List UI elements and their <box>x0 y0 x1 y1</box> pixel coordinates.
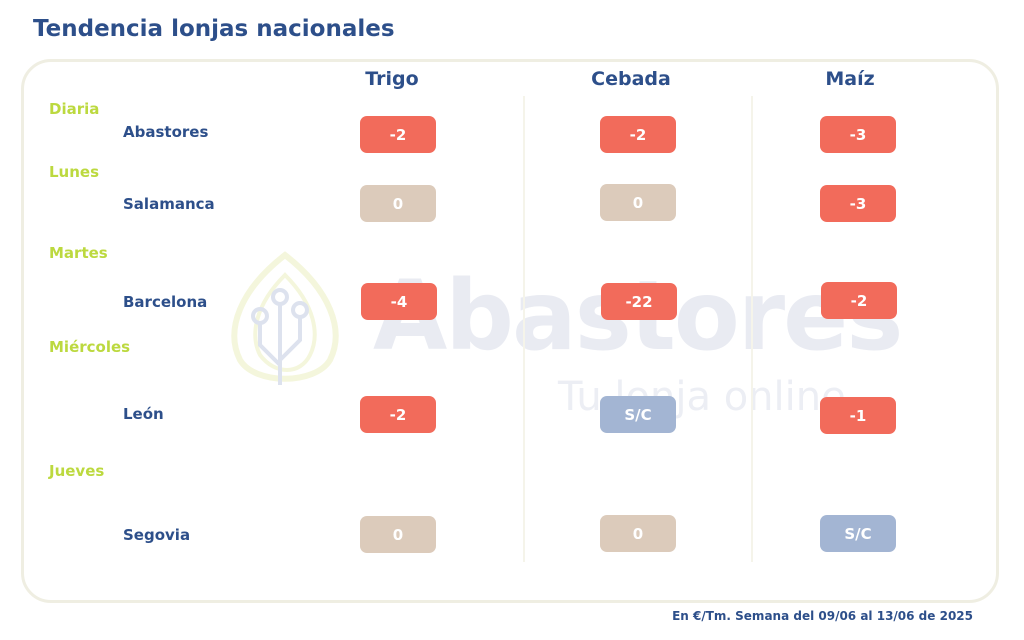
trend-badge: S/C <box>600 396 676 433</box>
trend-badge: 0 <box>600 184 676 221</box>
trend-badge: -2 <box>600 116 676 153</box>
market-label: León <box>123 405 164 423</box>
column-header-cebada: Cebada <box>591 68 671 90</box>
trend-badge: -22 <box>601 283 677 320</box>
market-label: Barcelona <box>123 293 208 311</box>
column-divider <box>523 96 525 562</box>
day-label: Jueves <box>49 462 105 480</box>
market-label: Abastores <box>123 123 209 141</box>
trend-badge: -3 <box>820 185 896 222</box>
page-title: Tendencia lonjas nacionales <box>33 16 395 42</box>
trend-table-card <box>21 59 999 603</box>
footer-note: En €/Tm. Semana del 09/06 al 13/06 de 20… <box>672 609 973 623</box>
market-label: Salamanca <box>123 195 215 213</box>
trend-badge: 0 <box>360 516 436 553</box>
day-label: Miércoles <box>49 338 131 356</box>
day-label: Lunes <box>49 163 100 181</box>
trend-badge: -2 <box>360 396 436 433</box>
column-header-maiz: Maíz <box>825 68 875 90</box>
day-label: Martes <box>49 244 108 262</box>
trend-badge: -3 <box>820 116 896 153</box>
trend-badge: 0 <box>360 185 436 222</box>
trend-badge: -2 <box>360 116 436 153</box>
trend-badge: -1 <box>820 397 896 434</box>
trend-badge: 0 <box>600 515 676 552</box>
trend-badge: -2 <box>821 282 897 319</box>
day-label: Diaria <box>49 100 100 118</box>
trend-badge: S/C <box>820 515 896 552</box>
trend-badge: -4 <box>361 283 437 320</box>
column-header-trigo: Trigo <box>365 68 419 90</box>
column-divider <box>751 96 753 562</box>
market-label: Segovia <box>123 526 191 544</box>
